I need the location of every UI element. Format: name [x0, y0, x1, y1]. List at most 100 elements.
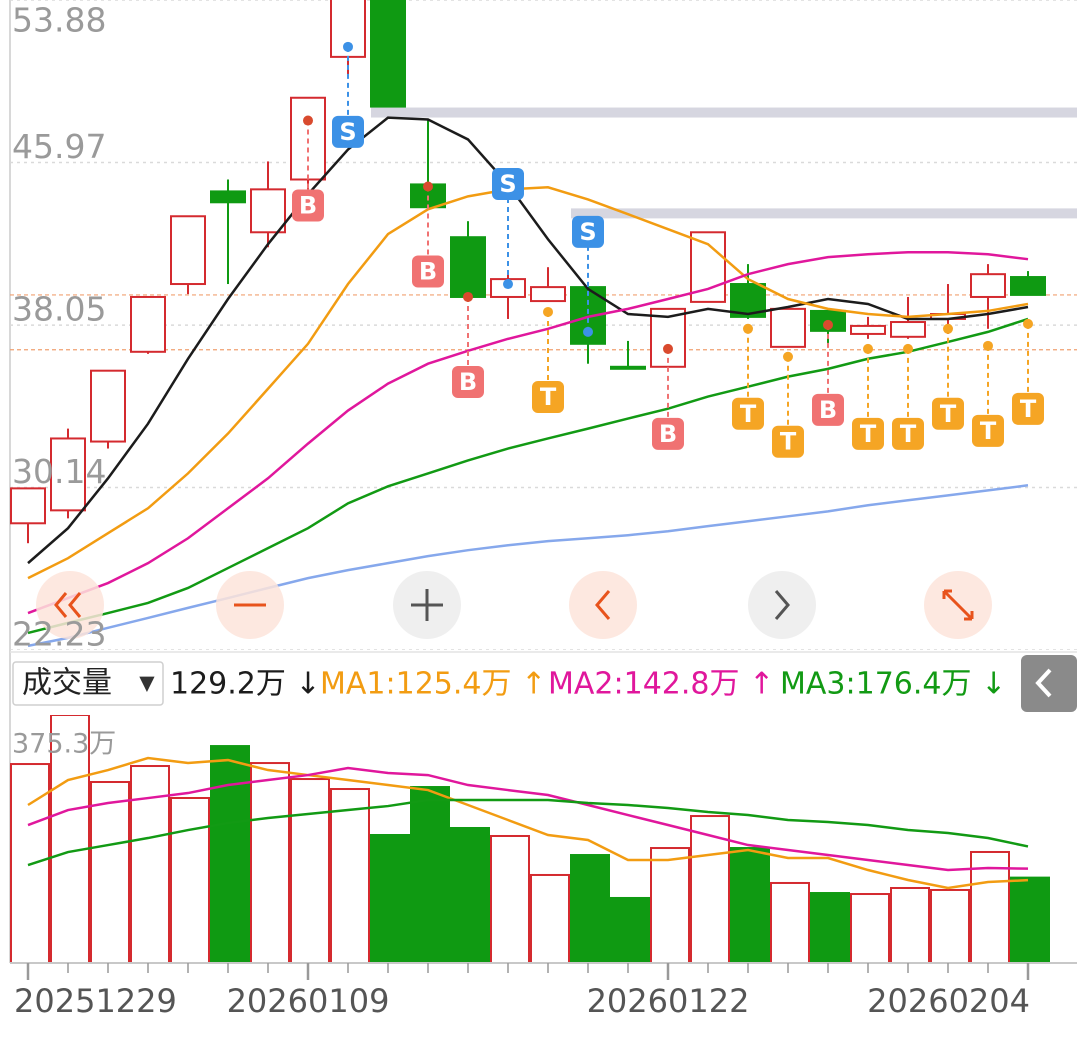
volume-selector-label: 成交量: [22, 666, 112, 701]
x-tick-label: 20251229: [14, 982, 177, 1020]
volume-bar: [890, 886, 930, 963]
signal-label: T: [780, 428, 797, 456]
scroll-start-button[interactable]: [36, 571, 104, 639]
signal-label: S: [339, 118, 356, 146]
x-tick-label: 20260109: [227, 982, 390, 1020]
scroll-right-button[interactable]: [748, 571, 816, 639]
signal-dot: [423, 181, 433, 192]
volume-bar: [90, 781, 130, 963]
volume-bar: [210, 745, 250, 963]
zoom-out-button[interactable]: [216, 571, 284, 639]
fullscreen-button[interactable]: [924, 571, 992, 639]
signal-badge: [292, 189, 324, 222]
signal-label: T: [980, 417, 997, 445]
signal-dot: [303, 115, 313, 126]
signal-dot: [783, 351, 793, 362]
candle-body: [450, 236, 486, 298]
collapse-tab[interactable]: [1021, 655, 1077, 712]
signal-dot: [463, 291, 473, 302]
x-axis-labels: 20251229 20260109 20260122 20260204: [14, 963, 1030, 1020]
signal-dot: [583, 326, 593, 337]
volume-bar: [810, 892, 850, 963]
candle-body: [250, 188, 286, 234]
signal-dot: [1023, 318, 1033, 329]
signal-badge: [732, 397, 764, 430]
signal-dot: [943, 323, 953, 334]
volume-bar: [250, 762, 290, 963]
ma-line: [27, 766, 1029, 872]
volume-panel: [10, 715, 1050, 963]
volume-bar: [970, 850, 1010, 963]
volume-bar: [410, 786, 450, 963]
signal-label: B: [299, 192, 317, 220]
legend-item: MA3:176.4万 ↓: [780, 667, 1006, 702]
candle-body: [850, 324, 886, 335]
signal-label: B: [819, 396, 837, 424]
ma-line: [27, 798, 1029, 867]
signal-dot: [823, 319, 833, 330]
volume-bar: [570, 854, 610, 963]
signal-badge: [1012, 392, 1044, 425]
zoom-in-button[interactable]: [393, 571, 461, 639]
volume-tick-label: 375.3万: [12, 729, 116, 760]
volume-bar: [370, 834, 410, 963]
signal-badge: [772, 425, 804, 458]
signal-label: T: [940, 400, 957, 428]
candle-body: [1010, 276, 1046, 296]
volume-bar: [290, 778, 330, 963]
signal-label: T: [740, 400, 757, 428]
candle-body: [530, 286, 566, 303]
scroll-left-button[interactable]: [569, 571, 637, 639]
resistance-level: [371, 107, 1077, 118]
volume-legend: 129.2万 ↓ MA1:125.4万 ↑ MA2:142.8万 ↑ MA3:176.…: [170, 667, 1006, 702]
signal-label: T: [540, 383, 557, 411]
signal-dot: [663, 343, 673, 354]
signal-dot: [863, 343, 873, 354]
signal-dot: [743, 323, 753, 334]
legend-item: MA2:142.8万 ↑: [548, 667, 774, 702]
volume-bar: [730, 847, 770, 963]
candle-body: [90, 369, 126, 443]
candle-body: [650, 307, 686, 368]
volume-bar: [490, 834, 530, 963]
candle-body: [890, 321, 926, 338]
resistance-level: [571, 208, 1077, 219]
candle-body: [610, 365, 646, 370]
legend-item: 129.2万 ↓: [170, 667, 321, 702]
y-tick-label: 45.97: [12, 127, 106, 166]
signal-badge: [852, 417, 884, 450]
volume-bar: [530, 873, 570, 963]
y-tick-label: 22.23: [12, 615, 106, 654]
signal-dot: [543, 306, 553, 317]
legend-item: MA1:125.4万 ↑: [320, 667, 546, 702]
y-tick-label: 38.05: [12, 290, 106, 329]
x-tick-label: 20260204: [867, 982, 1030, 1020]
candle-body: [770, 307, 806, 348]
volume-bar: [330, 788, 370, 963]
signal-badge: [532, 380, 564, 413]
volume-bar: [770, 881, 810, 963]
signal-label: B: [659, 420, 677, 448]
ma-line: [27, 484, 1029, 648]
signal-badge: [972, 414, 1004, 447]
volume-selector[interactable]: 成交量 ▼: [12, 661, 164, 706]
candle-body: [50, 437, 86, 512]
candle-body: [130, 295, 166, 353]
signal-badge: [412, 255, 444, 288]
y-tick-label: 30.14: [12, 452, 106, 491]
signal-badge: [652, 417, 684, 450]
signal-label: S: [579, 218, 596, 246]
signal-label: T: [900, 420, 917, 448]
ma-line: [27, 250, 1029, 615]
volume-bar: [690, 815, 730, 963]
signal-label: T: [1020, 395, 1037, 423]
signal-badge: [332, 115, 364, 148]
signal-dot: [983, 340, 993, 351]
volume-bar: [50, 715, 90, 963]
signal-label: S: [499, 170, 516, 198]
candle-body: [210, 190, 246, 204]
signal-dot: [503, 279, 513, 290]
candle-body: [170, 215, 206, 286]
signal-badge: [932, 397, 964, 430]
